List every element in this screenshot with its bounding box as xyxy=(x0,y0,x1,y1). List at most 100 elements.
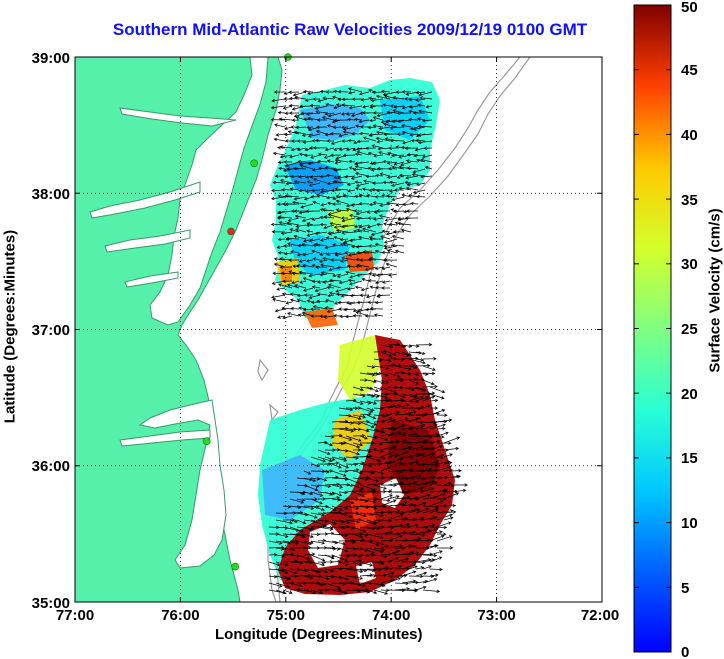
velocity-arrow xyxy=(387,167,398,171)
velocity-arrow xyxy=(341,125,349,129)
velocity-arrow xyxy=(429,460,440,465)
velocity-arrow xyxy=(418,109,433,114)
velocity-vectors xyxy=(268,87,468,595)
velocity-arrow xyxy=(331,505,344,511)
velocity-arrow xyxy=(288,103,300,108)
velocity-arrow xyxy=(310,194,321,199)
velocity-arrow xyxy=(348,159,356,164)
velocity-arrow xyxy=(387,439,400,444)
velocity-arrow xyxy=(362,250,377,254)
velocity-arrow xyxy=(289,228,300,233)
velocity-arrow xyxy=(277,215,293,219)
velocity-arrow xyxy=(359,498,377,504)
velocity-arrow xyxy=(333,236,342,240)
velocity-arrow xyxy=(288,154,300,159)
velocity-arrow xyxy=(368,244,377,248)
velocity-arrow xyxy=(326,308,342,314)
velocity-arrow xyxy=(338,519,351,524)
velocity-arrow xyxy=(408,565,418,570)
velocity-arrow xyxy=(382,180,391,185)
velocity-arrow xyxy=(387,372,401,378)
velocity-arrow xyxy=(327,213,342,219)
velocity-arrow xyxy=(338,133,349,138)
velocity-arrow xyxy=(341,224,356,229)
velocity-arrow xyxy=(401,489,412,493)
velocity-arrow xyxy=(400,228,412,233)
velocity-arrow xyxy=(401,530,416,535)
velocity-arrow xyxy=(380,571,395,577)
velocity-arrow xyxy=(310,314,321,318)
velocity-arrow xyxy=(429,573,439,577)
velocity-arrow xyxy=(331,540,346,546)
velocity-arrow xyxy=(319,238,328,242)
y-tick-label: 35:00 xyxy=(32,595,70,612)
velocity-arrow xyxy=(288,258,300,262)
velocity-arrow xyxy=(303,196,314,201)
velocity-arrow xyxy=(380,235,391,240)
velocity-arrow xyxy=(278,166,286,171)
velocity-arrow xyxy=(288,90,300,95)
velocity-arrow xyxy=(419,96,433,100)
velocity-arrow xyxy=(290,174,300,179)
velocity-arrow xyxy=(287,312,300,317)
velocity-arrow xyxy=(324,519,337,525)
velocity-arrow xyxy=(289,574,299,579)
velocity-arrow xyxy=(391,243,405,248)
velocity-arrow xyxy=(291,118,300,122)
velocity-arrow xyxy=(290,306,300,311)
velocity-arrow xyxy=(342,153,356,158)
velocity-arrow xyxy=(276,287,286,291)
colorbar-tick-label: 25 xyxy=(681,321,698,338)
chesapeake-bay xyxy=(149,57,269,326)
velocity-arrow xyxy=(345,449,360,456)
velocity-arrow xyxy=(373,456,387,460)
velocity-arrow xyxy=(293,130,307,135)
velocity-arrow xyxy=(401,130,412,135)
velocity-arrow xyxy=(290,125,300,129)
velocity-arrow xyxy=(316,299,328,304)
velocity-arrow xyxy=(450,488,467,493)
velocity-arrow xyxy=(317,449,331,456)
velocity-arrow xyxy=(387,565,403,570)
velocity-arrow xyxy=(333,168,349,172)
velocity-arrow xyxy=(422,404,432,409)
velocity-arrow xyxy=(330,258,342,262)
velocity-arrow xyxy=(324,461,340,465)
velocity-arrow xyxy=(345,203,356,208)
velocity-arrow xyxy=(408,358,426,365)
velocity-arrow xyxy=(373,470,385,475)
velocity-arrow xyxy=(408,393,418,398)
velocity-arrow xyxy=(303,575,314,580)
velocity-arrow xyxy=(436,488,448,493)
velocity-arrow xyxy=(374,243,384,247)
velocity-arrow xyxy=(297,243,307,248)
velocity-arrow xyxy=(387,470,403,474)
colorbar-tick-label: 5 xyxy=(681,580,689,597)
velocity-arrow xyxy=(443,436,461,444)
velocity-arrow xyxy=(340,294,356,298)
velocity-arrow xyxy=(359,421,375,429)
velocity-arrow xyxy=(436,460,451,465)
velocity-arrow xyxy=(305,209,321,213)
velocity-arrow xyxy=(338,280,349,285)
velocity-arrow xyxy=(342,193,356,198)
velocity-arrow xyxy=(380,351,393,357)
velocity-arrow xyxy=(359,519,377,526)
velocity-arrow xyxy=(295,224,307,228)
velocity-arrow xyxy=(332,196,342,200)
velocity-arrow xyxy=(415,351,426,356)
velocity-arrow xyxy=(282,581,295,585)
velocity-arrow xyxy=(366,194,377,198)
velocity-arrow xyxy=(356,300,370,305)
velocity-arrow xyxy=(401,550,415,556)
velocity-arrow xyxy=(405,91,419,96)
velocity-arrow xyxy=(291,200,307,205)
velocity-arrow xyxy=(321,208,335,212)
velocity-arrow xyxy=(366,526,381,531)
velocity-arrow xyxy=(354,152,363,157)
velocity-arrow xyxy=(373,504,387,509)
velocity-arrow xyxy=(345,435,362,442)
velocity-arrow xyxy=(345,526,355,530)
velocity-arrow xyxy=(329,131,342,136)
velocity-arrow xyxy=(367,151,377,156)
